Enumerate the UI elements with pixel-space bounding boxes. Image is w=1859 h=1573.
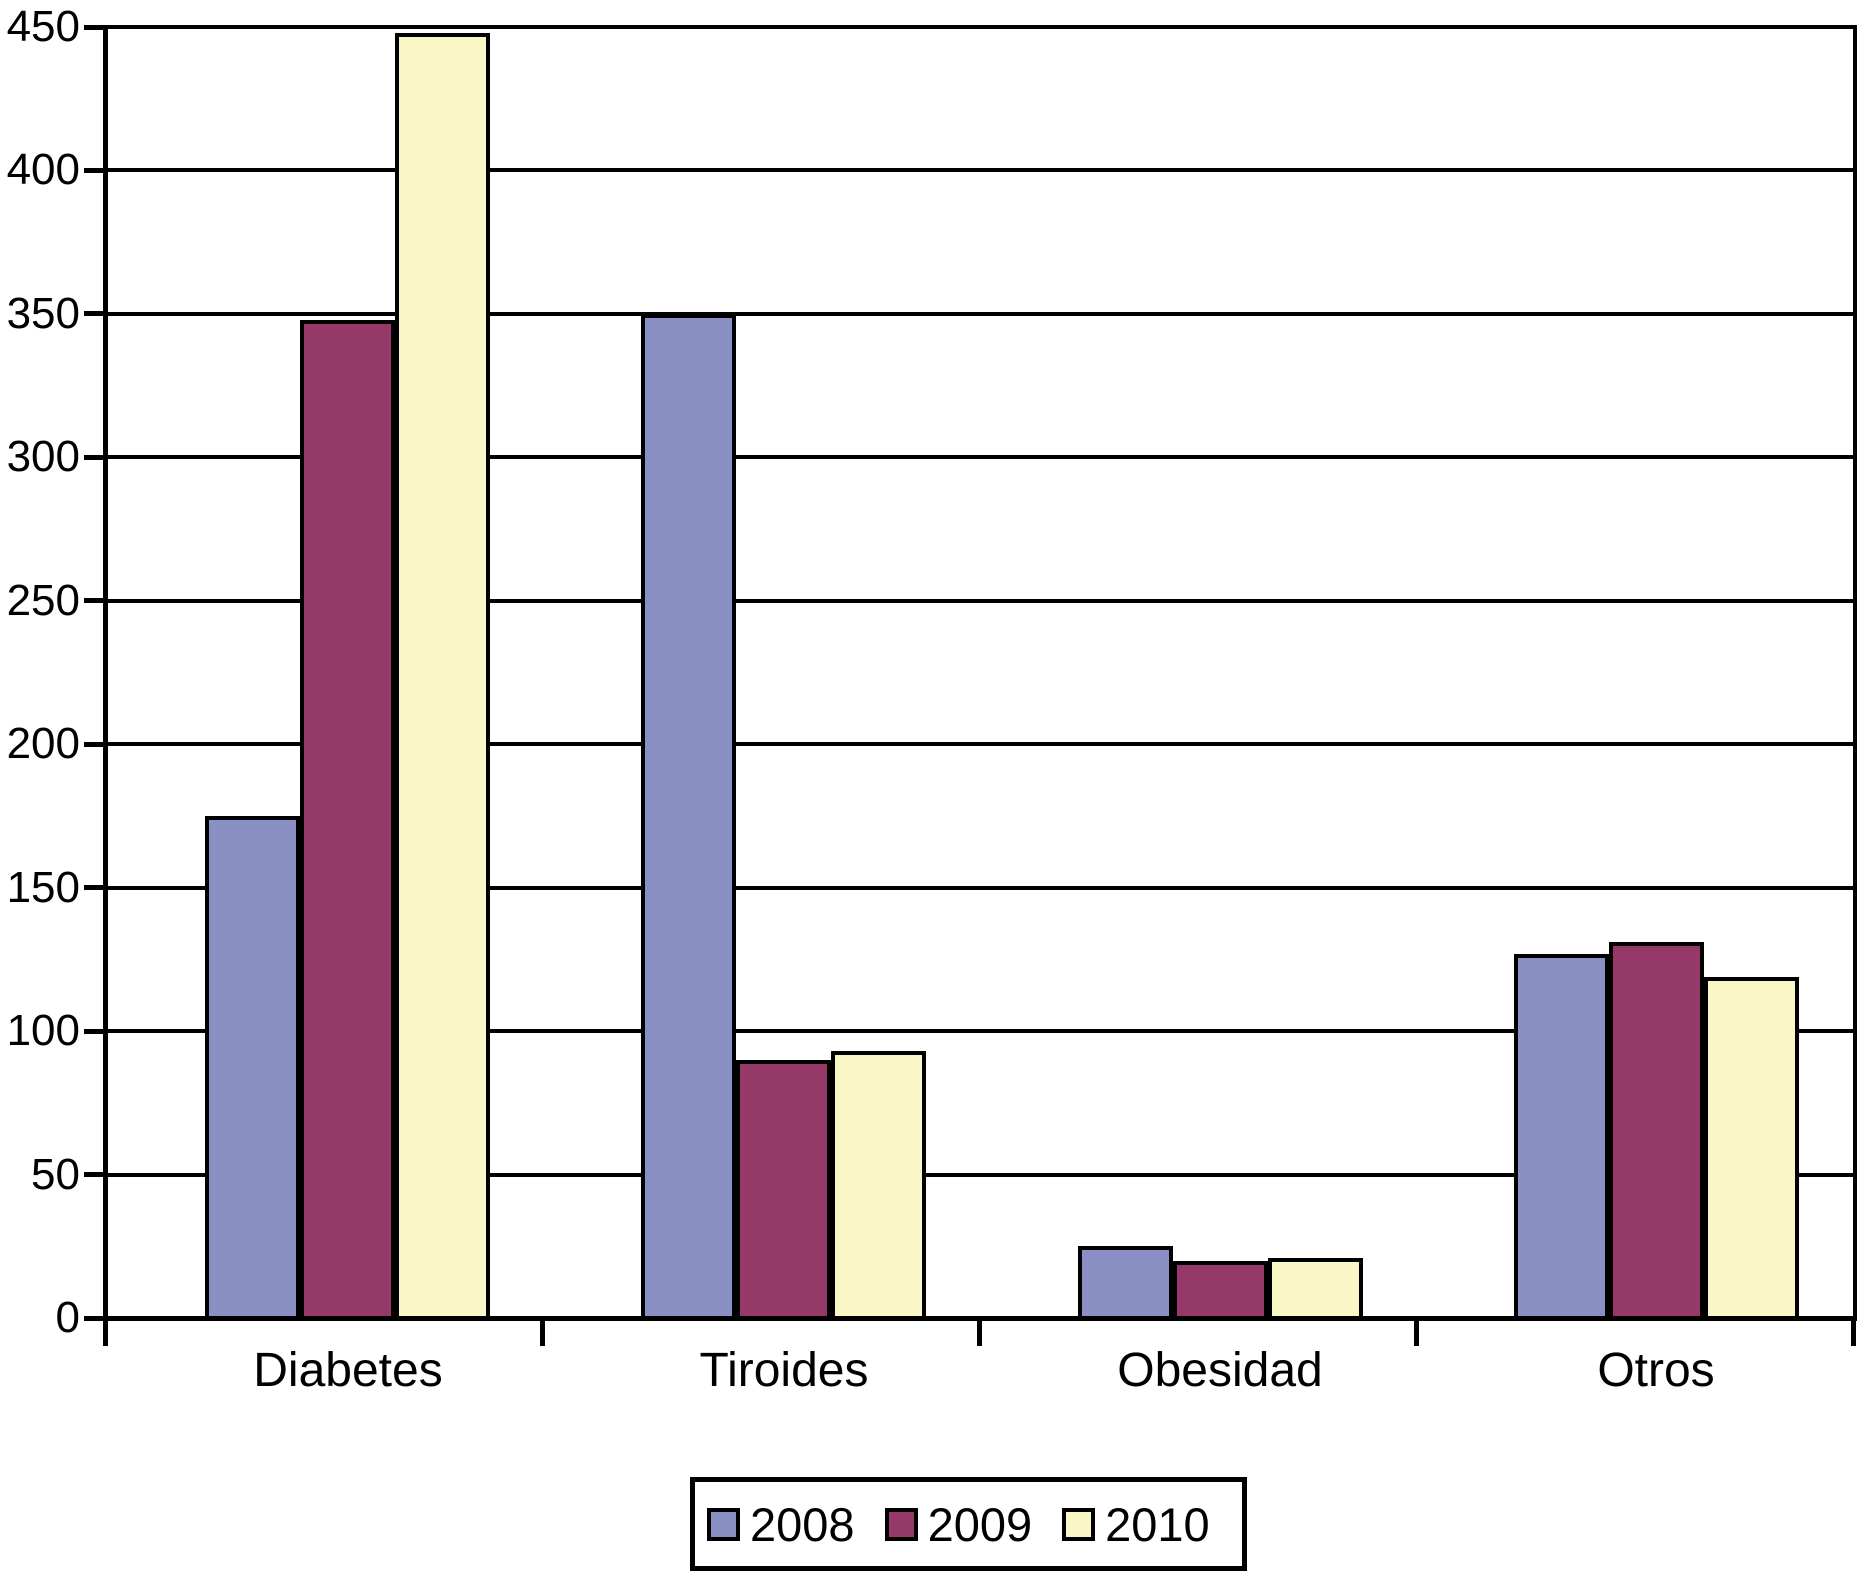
y-tick-150 (84, 885, 103, 890)
x-tick-1 (540, 1321, 545, 1346)
y-tick-300 (84, 455, 103, 460)
legend-swatch-2010 (1062, 1507, 1096, 1541)
y-axis-tick-label: 0 (55, 1293, 80, 1342)
y-axis-tick-label: 450 (6, 2, 80, 51)
gridline-100 (108, 1029, 1857, 1033)
y-tick-450 (84, 25, 103, 30)
bar-2009-otros (1609, 942, 1704, 1320)
gridline-150 (108, 886, 1857, 890)
y-tick-100 (84, 1029, 103, 1034)
y-axis-tick-label: 200 (6, 719, 80, 768)
x-tick-4 (1851, 1321, 1856, 1346)
gridline-50 (108, 1173, 1857, 1177)
legend-swatch-2009 (884, 1507, 918, 1541)
plot-top-border (103, 25, 1857, 29)
legend-item-2009: 2009 (884, 1497, 1033, 1551)
bar-2008-obesidad (1078, 1246, 1173, 1320)
x-axis-category-label-tiroides: Tiroides (699, 1344, 869, 1397)
legend-label-2010: 2010 (1105, 1497, 1210, 1551)
x-tick-3 (1414, 1321, 1419, 1346)
y-axis-tick-label: 300 (6, 432, 80, 481)
y-tick-50 (84, 1172, 103, 1177)
gridline-300 (108, 455, 1857, 459)
y-axis-tick-label: 50 (31, 1150, 80, 1199)
x-axis-category-label-otros: Otros (1597, 1344, 1715, 1397)
y-tick-250 (84, 598, 103, 603)
plot-right-border (1853, 25, 1857, 1321)
bar-2008-tiroides (641, 314, 736, 1320)
y-tick-400 (84, 168, 103, 173)
gridline-400 (108, 168, 1857, 172)
y-axis-tick-label: 100 (6, 1006, 80, 1055)
x-tick-0 (103, 1321, 108, 1346)
legend-label-2008: 2008 (750, 1497, 855, 1551)
legend-item-2010: 2010 (1062, 1501, 1210, 1548)
y-tick-0 (84, 1316, 103, 1321)
bar-2009-tiroides (736, 1060, 831, 1320)
y-tick-200 (84, 742, 103, 747)
bar-2009-obesidad (1173, 1261, 1268, 1320)
gridline-250 (108, 599, 1857, 603)
bar-2009-diabetes (300, 320, 395, 1320)
bar-2010-tiroides (831, 1051, 926, 1320)
y-axis-line (103, 25, 108, 1321)
y-axis-tick-label: 150 (6, 863, 80, 912)
gridline-350 (108, 312, 1857, 316)
y-axis-tick-label: 250 (6, 576, 80, 625)
y-tick-350 (84, 311, 103, 316)
x-axis-line (103, 1316, 1857, 1321)
bar-2008-otros (1514, 954, 1609, 1320)
x-axis-category-label-obesidad: Obesidad (1117, 1344, 1323, 1397)
legend-swatch-2008 (707, 1507, 740, 1541)
y-axis-tick-label: 350 (6, 289, 80, 338)
bar-2010-diabetes (395, 33, 490, 1320)
y-axis-tick-label: 400 (6, 145, 80, 194)
legend-item-2008: 2008 (707, 1501, 855, 1548)
legend-label-2009: 2009 (927, 1497, 1033, 1551)
bar-2010-obesidad (1268, 1258, 1363, 1320)
bar-2008-diabetes (205, 816, 300, 1320)
x-axis-category-label-diabetes: Diabetes (253, 1344, 443, 1397)
bar-2010-otros (1704, 977, 1799, 1320)
gridline-200 (108, 742, 1857, 746)
x-tick-2 (977, 1321, 982, 1346)
legend-box: 2008 2009 2010 (690, 1477, 1247, 1571)
